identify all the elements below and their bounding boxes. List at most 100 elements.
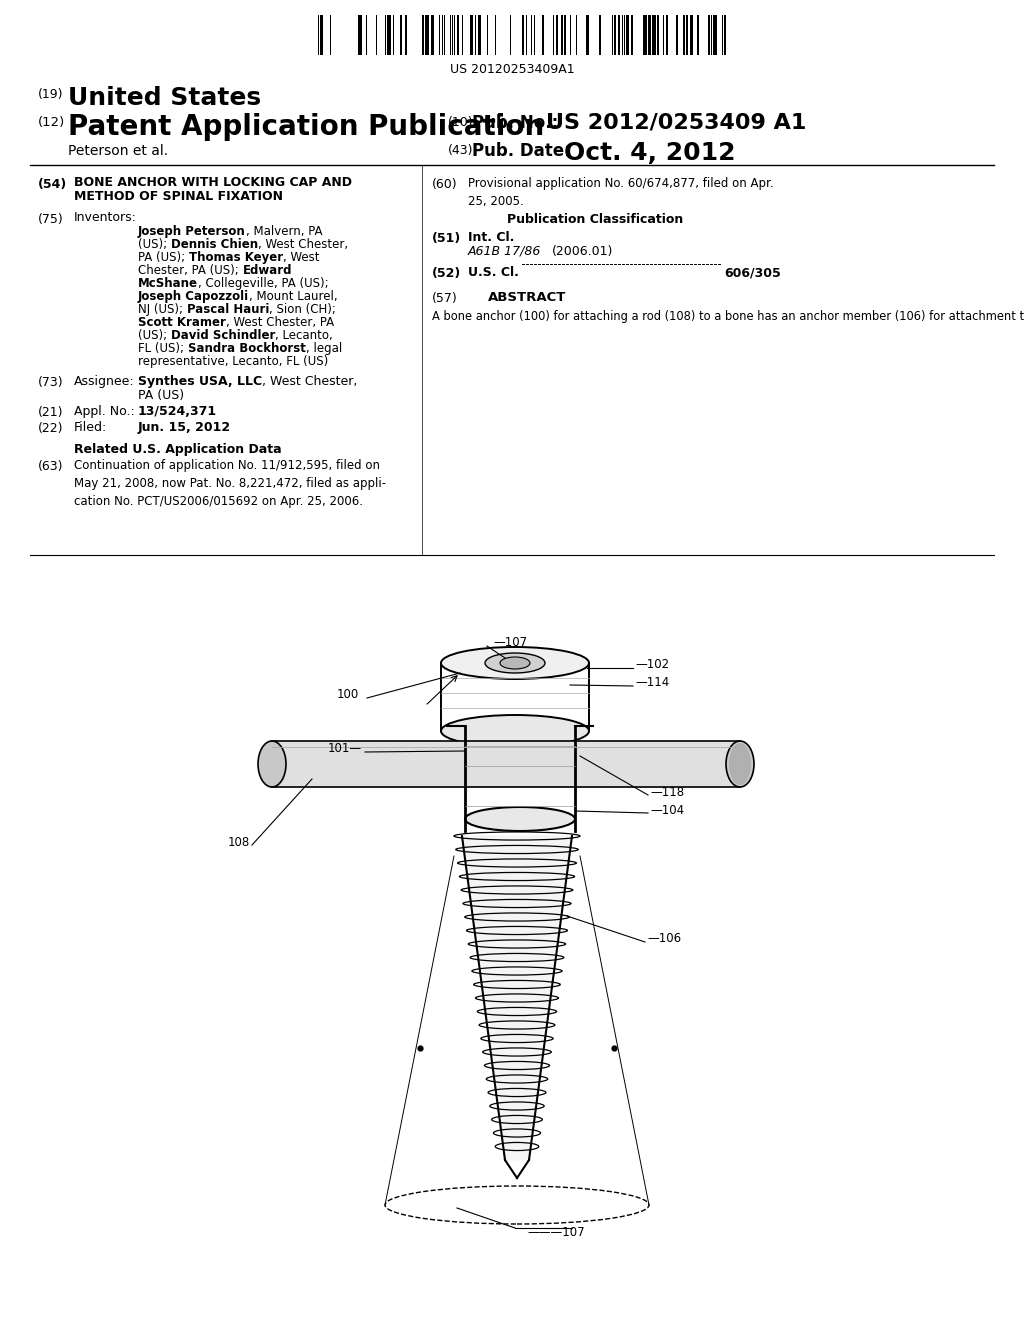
Bar (542, 15, 544, 55)
Bar (457, 15, 459, 55)
Bar (478, 15, 481, 55)
Text: Assignee:: Assignee: (74, 375, 134, 388)
Text: (10): (10) (449, 116, 474, 129)
Text: (US);: (US); (138, 238, 171, 251)
Text: (75): (75) (38, 213, 63, 226)
Bar (406, 15, 407, 55)
Text: PA (US);: PA (US); (138, 251, 188, 264)
Ellipse shape (441, 715, 589, 747)
Text: 108: 108 (227, 836, 250, 849)
Bar (358, 15, 362, 55)
Bar (400, 15, 402, 55)
Text: 606/305: 606/305 (724, 267, 780, 279)
Text: US 2012/0253409 A1: US 2012/0253409 A1 (546, 114, 806, 133)
Bar (564, 15, 566, 55)
Ellipse shape (726, 741, 754, 787)
Text: Provisional application No. 60/674,877, filed on Apr.
25, 2005.: Provisional application No. 60/674,877, … (468, 177, 773, 209)
Text: (21): (21) (38, 407, 63, 418)
Text: Jun. 15, 2012: Jun. 15, 2012 (138, 421, 231, 434)
Text: Dennis Chien: Dennis Chien (171, 238, 258, 251)
Text: 100: 100 (337, 689, 359, 701)
Ellipse shape (500, 657, 530, 669)
Text: ———107: ———107 (527, 1225, 585, 1238)
Text: —106: —106 (647, 932, 681, 945)
Bar (319, 15, 323, 55)
Text: (US);: (US); (138, 329, 171, 342)
Text: Pub. No.:: Pub. No.: (472, 114, 558, 132)
Text: McShane: McShane (138, 277, 198, 290)
Text: (54): (54) (38, 178, 68, 191)
Text: , Mount Laurel,: , Mount Laurel, (249, 290, 338, 304)
Text: , West Chester, PA: , West Chester, PA (226, 315, 334, 329)
Ellipse shape (258, 741, 286, 787)
Ellipse shape (485, 653, 545, 673)
Bar (387, 15, 391, 55)
Text: David Schindler: David Schindler (171, 329, 275, 342)
Bar (522, 15, 524, 55)
Bar (657, 15, 659, 55)
Text: (51): (51) (432, 232, 461, 246)
Text: (52): (52) (432, 267, 461, 280)
Polygon shape (462, 836, 572, 1160)
Text: , Sion (CH);: , Sion (CH); (269, 304, 336, 315)
Bar (556, 15, 558, 55)
Bar (561, 15, 563, 55)
Bar (708, 15, 710, 55)
Bar (470, 15, 473, 55)
Text: Joseph Peterson: Joseph Peterson (138, 224, 246, 238)
Text: 101—: 101— (328, 742, 362, 755)
Text: —107: —107 (493, 635, 527, 648)
Text: METHOD OF SPINAL FIXATION: METHOD OF SPINAL FIXATION (74, 190, 283, 203)
Text: Chester, PA (US);: Chester, PA (US); (138, 264, 243, 277)
Bar (618, 15, 620, 55)
Text: A61B 17/86: A61B 17/86 (468, 246, 542, 257)
Text: Joseph Capozzoli: Joseph Capozzoli (138, 290, 249, 304)
Bar (648, 15, 651, 55)
Text: Oct. 4, 2012: Oct. 4, 2012 (564, 141, 735, 165)
Bar (652, 15, 656, 55)
Text: , legal: , legal (305, 342, 342, 355)
Text: Publication Classification: Publication Classification (507, 213, 683, 226)
Text: U.S. Cl.: U.S. Cl. (468, 267, 519, 279)
Text: Pub. Date:: Pub. Date: (472, 143, 570, 160)
Bar (686, 15, 688, 55)
Ellipse shape (465, 807, 575, 832)
Text: Pascal Hauri: Pascal Hauri (186, 304, 269, 315)
Bar (690, 15, 693, 55)
Text: , Collegeville, PA (US);: , Collegeville, PA (US); (198, 277, 329, 290)
Text: ABSTRACT: ABSTRACT (487, 290, 566, 304)
Text: Peterson et al.: Peterson et al. (68, 144, 168, 158)
Text: US 20120253409A1: US 20120253409A1 (450, 63, 574, 77)
Text: —102: —102 (635, 659, 669, 672)
Text: Inventors:: Inventors: (74, 211, 137, 224)
Text: (2006.01): (2006.01) (552, 246, 613, 257)
Text: (63): (63) (38, 459, 63, 473)
Ellipse shape (441, 647, 589, 678)
Text: —114: —114 (635, 676, 670, 689)
Text: 13/524,371: 13/524,371 (138, 405, 217, 418)
Text: , West: , West (283, 251, 319, 264)
Text: Continuation of application No. 11/912,595, filed on
May 21, 2008, now Pat. No. : Continuation of application No. 11/912,5… (74, 459, 386, 508)
Bar (425, 15, 429, 55)
Text: representative, Lecanto, FL (US): representative, Lecanto, FL (US) (138, 355, 329, 368)
Text: (73): (73) (38, 376, 63, 389)
Ellipse shape (729, 743, 751, 785)
Text: (57): (57) (432, 292, 458, 305)
Text: (19): (19) (38, 88, 63, 102)
Text: Filed:: Filed: (74, 421, 108, 434)
Bar (614, 15, 616, 55)
Text: —104: —104 (650, 804, 684, 817)
Text: (60): (60) (432, 178, 458, 191)
Bar (643, 15, 647, 55)
Bar (422, 15, 424, 55)
Text: Thomas Keyer: Thomas Keyer (188, 251, 283, 264)
Text: FL (US);: FL (US); (138, 342, 187, 355)
Text: A bone anchor (100) for attaching a rod (108) to a bone has an anchor member (10: A bone anchor (100) for attaching a rod … (432, 310, 1024, 323)
Text: , West Chester,: , West Chester, (262, 375, 357, 388)
Text: Related U.S. Application Data: Related U.S. Application Data (74, 444, 282, 455)
Text: Edward: Edward (243, 264, 292, 277)
Text: PA (US): PA (US) (138, 389, 184, 403)
Bar (713, 15, 717, 55)
Bar (697, 15, 699, 55)
Bar (631, 15, 633, 55)
